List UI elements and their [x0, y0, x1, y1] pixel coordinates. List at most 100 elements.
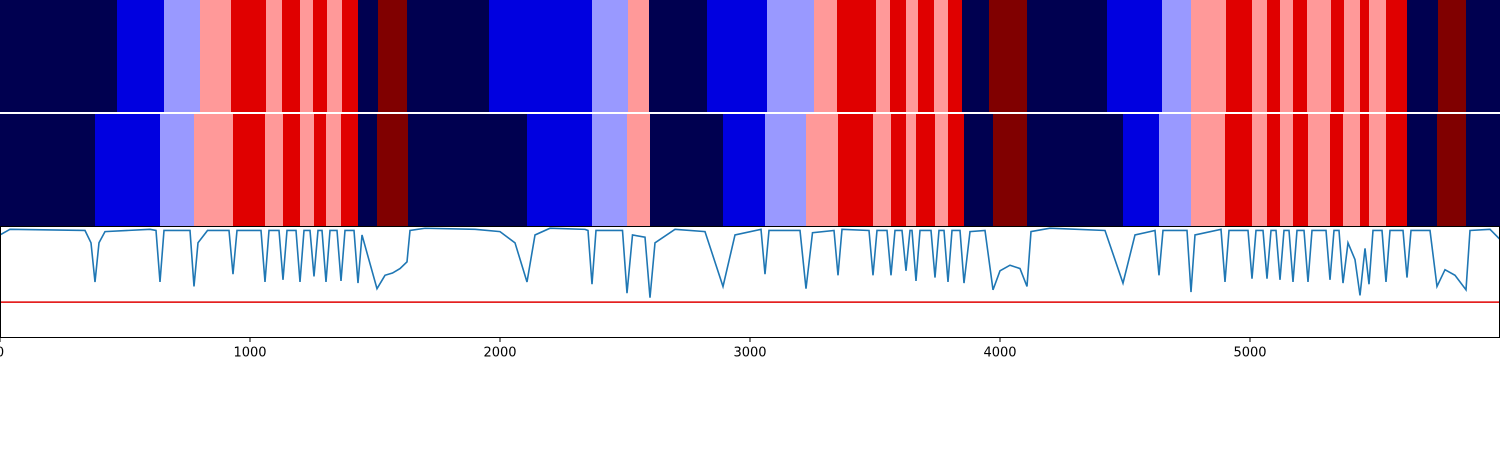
segment: [1360, 114, 1370, 226]
segment: [377, 114, 409, 226]
segment: [962, 0, 990, 112]
segment: [527, 114, 593, 226]
segment: [1437, 114, 1467, 226]
segment: [164, 0, 201, 112]
segment: [341, 114, 359, 226]
segment: [407, 0, 490, 112]
segment: [1252, 114, 1268, 226]
segment: [1344, 0, 1361, 112]
segment: [282, 0, 301, 112]
segment: [327, 0, 343, 112]
segment: [342, 0, 359, 112]
segment: [1267, 0, 1281, 112]
segment: [891, 114, 907, 226]
segment: [993, 114, 1028, 226]
segment: [1191, 0, 1227, 112]
segment: [873, 114, 892, 226]
segment: [592, 114, 628, 226]
segment: [194, 114, 234, 226]
segment: [358, 114, 378, 226]
segment: [650, 114, 724, 226]
segment: [1159, 114, 1192, 226]
segment: [814, 0, 838, 112]
segment: [1407, 114, 1438, 226]
segment: [916, 114, 936, 226]
segment: [723, 114, 766, 226]
segment: [300, 114, 315, 226]
segment: [1107, 0, 1163, 112]
segment: [806, 114, 839, 226]
x-tick-label: 1000: [233, 346, 266, 361]
segment: [1225, 114, 1253, 226]
x-tick-label: 4000: [983, 346, 1016, 361]
segment: [265, 114, 284, 226]
segment: [1466, 114, 1500, 226]
segment: [0, 0, 118, 112]
segment: [0, 114, 96, 226]
plot-frame: [0, 226, 1500, 338]
segment: [628, 0, 650, 112]
segment: [1438, 0, 1467, 112]
segment: [948, 114, 965, 226]
segment: [1027, 114, 1124, 226]
segment: [964, 114, 994, 226]
segment: [707, 0, 768, 112]
segment: [838, 114, 874, 226]
segment: [906, 114, 917, 226]
segment: [1386, 0, 1408, 112]
segment: [326, 114, 342, 226]
segment: [489, 0, 593, 112]
segment: [1162, 0, 1192, 112]
segment: [408, 114, 528, 226]
segment: [765, 114, 807, 226]
segment: [358, 0, 379, 112]
data-line: [0, 227, 1500, 298]
segment: [300, 0, 314, 112]
segment: [767, 0, 815, 112]
segment: [592, 0, 629, 112]
segment: [1123, 114, 1160, 226]
segment: [876, 0, 891, 112]
x-tick-label: 5000: [1233, 346, 1266, 361]
segment: [989, 0, 1028, 112]
segment: [1226, 0, 1253, 112]
segment: [314, 114, 327, 226]
segment: [1369, 0, 1387, 112]
segment: [1027, 0, 1108, 112]
segment: [1331, 0, 1345, 112]
segment: [1308, 114, 1331, 226]
x-tick-label: 0: [0, 346, 4, 361]
segment: [649, 0, 708, 112]
segment: [1293, 114, 1309, 226]
segment: [1369, 114, 1387, 226]
segment: [200, 0, 232, 112]
x-tick-label: 2000: [483, 346, 516, 361]
segment: [1307, 0, 1332, 112]
segment: [1280, 0, 1294, 112]
segment: [934, 0, 949, 112]
segment: [1466, 0, 1500, 112]
segment: [313, 0, 328, 112]
segment: [95, 114, 161, 226]
segment: [1280, 114, 1294, 226]
segment: [1407, 0, 1439, 112]
segment: [1293, 0, 1308, 112]
x-tick-label: 3000: [733, 346, 766, 361]
segment: [1252, 0, 1268, 112]
segment: [117, 0, 165, 112]
segment: [627, 114, 651, 226]
segment: [160, 114, 195, 226]
segment: [890, 0, 907, 112]
segment: [231, 0, 267, 112]
segment: [1386, 114, 1408, 226]
segment: [266, 0, 283, 112]
segment: [906, 0, 919, 112]
segment: [283, 114, 301, 226]
segment: [233, 114, 266, 226]
segment: [837, 0, 877, 112]
segment: [918, 0, 935, 112]
segment: [1267, 114, 1281, 226]
segment: [1191, 114, 1226, 226]
segment: [378, 0, 408, 112]
